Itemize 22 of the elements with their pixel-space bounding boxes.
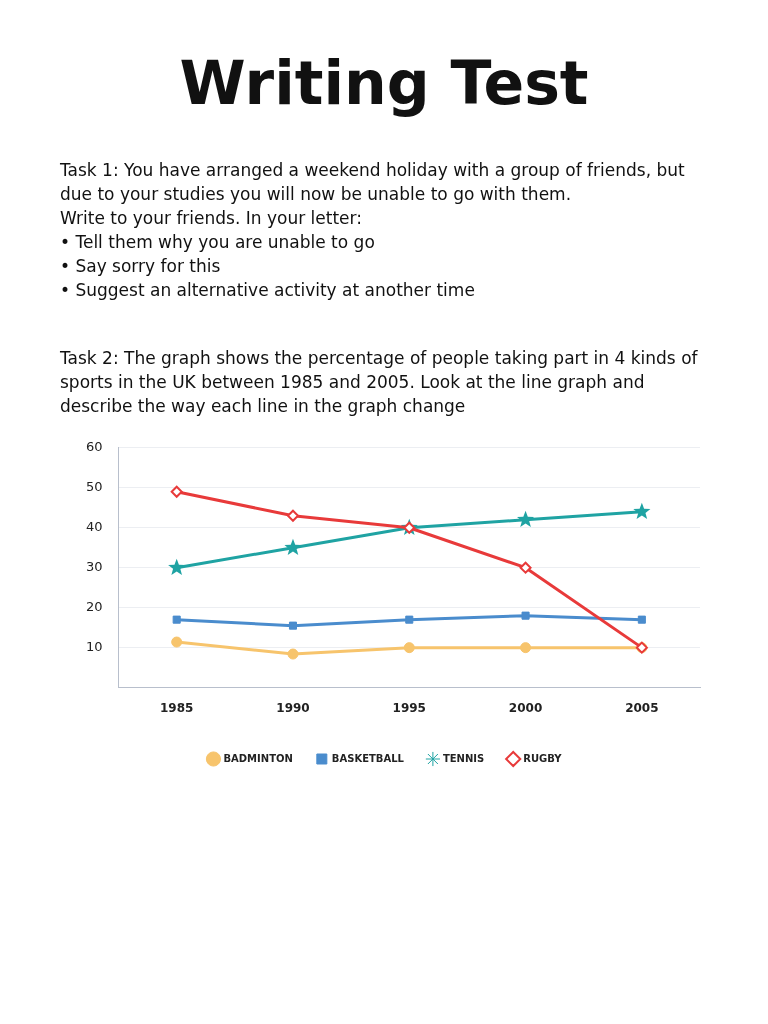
y-tick-label: 40 [86,519,103,535]
text: • Tell them why you are unable to go [60,231,376,254]
legend-label: BADMINTON [223,752,293,764]
text: Write to your friends. In your letter: [60,207,363,230]
y-tick-label: 50 [86,479,103,495]
text: Task 2: The graph shows the percentage of people taking part in 4 kinds of sports in the UK between 1985 and 2005. Look at the line graph and describe the way each line in the graph change [60,347,699,418]
text: • Suggest an alternative activity at another time [60,279,476,302]
legend-label: TENNIS [442,752,485,764]
y-tick-label: 30 [86,559,103,575]
x-tick-label: 1995 [392,700,426,715]
y-tick-label: 60 [86,439,103,455]
chart-title: Writing Test [178,48,590,118]
x-tick-label: 1985 [159,700,194,715]
y-tick-label: 20 [86,599,103,615]
text: • Say sorry for this [60,255,222,278]
legend-label: BASKETBALL [331,752,405,764]
x-tick-label: 1990 [276,700,310,715]
x-tick-label: 2005 [625,700,659,715]
legend-label: RUGBY [523,752,563,764]
y-tick-label: 10 [86,639,103,655]
x-tick-label: 2000 [508,700,543,715]
text: Task 1: You have arranged a weekend holiday with a group of friends, but due to your studies you will now be unable to go with them. [60,159,686,206]
